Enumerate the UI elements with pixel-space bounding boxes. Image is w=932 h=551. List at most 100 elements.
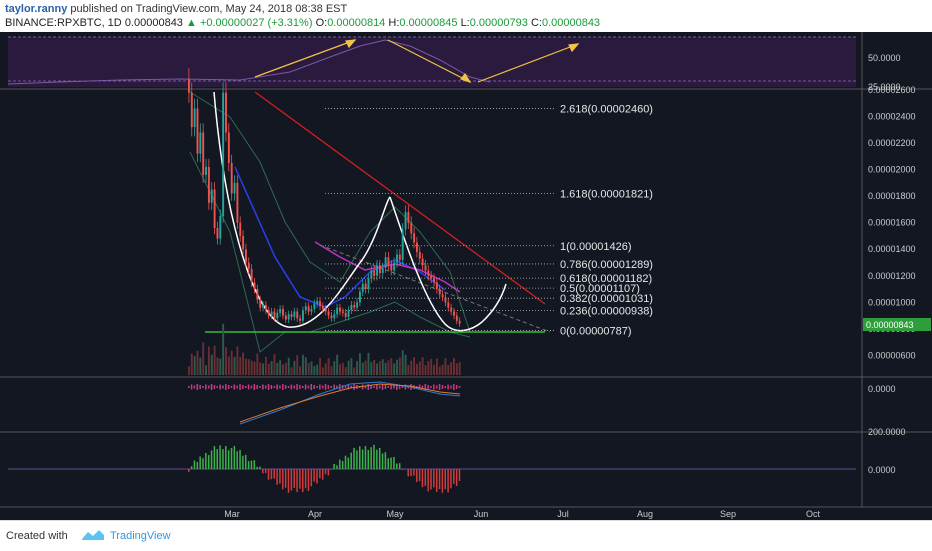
macd-histogram-bar [188, 386, 190, 388]
oscillator-bar [421, 469, 424, 488]
macd-histogram-bar [293, 385, 295, 389]
candle-body [398, 254, 401, 260]
volume-bar [333, 361, 336, 375]
oscillator-bar [364, 446, 367, 469]
oscillator-bar [188, 469, 190, 472]
oscillator-bar [347, 457, 350, 469]
macd-histogram-bar [282, 384, 284, 390]
volume-bar [219, 358, 222, 375]
oscillator-bar [373, 444, 375, 469]
low-label: L: [460, 17, 470, 29]
candle-body [230, 162, 233, 194]
volume-bar [242, 352, 245, 375]
macd-histogram-bar [279, 385, 281, 389]
candle-body [390, 265, 393, 271]
volume-bar [270, 361, 273, 375]
candle-body [196, 108, 199, 154]
dashed-trendline [319, 244, 551, 333]
oscillator-bar [247, 461, 250, 469]
oscillator-bar [233, 445, 236, 469]
candle-body [290, 314, 293, 317]
macd-histogram-bar [276, 384, 278, 390]
macd-histogram-bar [341, 385, 344, 389]
candle-body [378, 265, 381, 274]
oscillator-bar [430, 469, 432, 490]
oscillator-bar [296, 469, 298, 492]
candle-body [333, 314, 336, 319]
candle-body [384, 257, 387, 268]
oscillator-bar [259, 466, 261, 469]
author-link[interactable]: taylor.ranny [5, 3, 68, 15]
macd-histogram-bar [199, 385, 201, 389]
macd-histogram-bar [319, 384, 321, 390]
volume-bar [302, 354, 304, 375]
volume-bar [202, 342, 205, 375]
candle-body [299, 318, 302, 321]
macd-histogram-bar [364, 385, 367, 389]
rsi-arrow-up-2 [477, 43, 579, 83]
volume-bar [370, 362, 373, 375]
price-tick-label: 0.00002000 [868, 165, 916, 175]
time-tick-label: Jun [474, 509, 489, 519]
oscillator-bar [213, 446, 216, 469]
macd-histogram-bar [378, 385, 381, 389]
candle-body [219, 216, 222, 239]
open-label: O: [315, 17, 328, 29]
candle-body [427, 270, 430, 276]
time-tick-label: Mar [224, 509, 240, 519]
macd-histogram-bar [239, 384, 241, 390]
volume-bar [344, 366, 347, 375]
candle-body [424, 265, 427, 271]
current-price-tag [863, 318, 931, 331]
candle-body [256, 289, 259, 300]
macd-histogram-bar [207, 385, 210, 389]
macd-histogram-bar [307, 385, 310, 389]
macd-histogram-bar [381, 384, 384, 390]
candle-body [207, 166, 210, 203]
oscillator-bar [304, 469, 307, 489]
macd-histogram-bar [427, 385, 429, 389]
macd-histogram-bar [444, 386, 446, 388]
high-value: 0.00000845 [399, 17, 458, 29]
price-chart[interactable]: 2.618(0.00002460) 1.618(0.00001821) 1(0.00… [0, 32, 932, 520]
candle-body [267, 310, 270, 316]
oscillator-bar [250, 460, 253, 469]
volume-bar [282, 364, 284, 375]
oscillator-bar [455, 469, 458, 487]
candle-body [307, 306, 310, 312]
candle-body [284, 315, 287, 320]
volume-bar [264, 356, 267, 375]
price-tick-label: 0.00000600 [868, 350, 916, 360]
candle-body [247, 262, 250, 270]
symbol-label: BINANCE:RPXBTC, 1D [5, 17, 122, 29]
current-price-label: 0.00000843 [866, 320, 914, 330]
macd-histogram-bar [433, 384, 435, 390]
candle-body [216, 227, 219, 239]
fib-level-label: 0.618(0.00001182) [560, 273, 652, 285]
tradingview-link[interactable]: TradingView [110, 530, 171, 542]
volume-bar [273, 354, 276, 375]
volume-bar [307, 362, 310, 375]
time-tick-label: May [386, 509, 404, 519]
oscillator-bar [336, 465, 338, 469]
volume-bar [356, 361, 359, 375]
chart-background [0, 32, 932, 520]
resistance-trendline [254, 91, 546, 305]
tradingview-logo-icon [82, 530, 104, 540]
footer: Created with TradingView [0, 520, 932, 551]
candle-body [205, 166, 207, 175]
cup-handle-right [389, 196, 507, 332]
oscillator-bar [458, 469, 461, 482]
oscillator-bar [367, 450, 370, 469]
volume-bar [199, 357, 202, 375]
macd-histogram-bar [421, 385, 424, 389]
candle-body [242, 235, 245, 250]
candle-body [264, 304, 267, 311]
macd-histogram-bar [213, 385, 216, 389]
candle-body [202, 132, 205, 175]
oscillator-bar [404, 469, 407, 470]
oscillator-bar [413, 469, 415, 476]
price-pane: 2.618(0.00002460) 1.618(0.00001821) 1(0.00… [0, 68, 932, 378]
volume-bar [430, 358, 433, 375]
macd-signal [239, 383, 461, 423]
